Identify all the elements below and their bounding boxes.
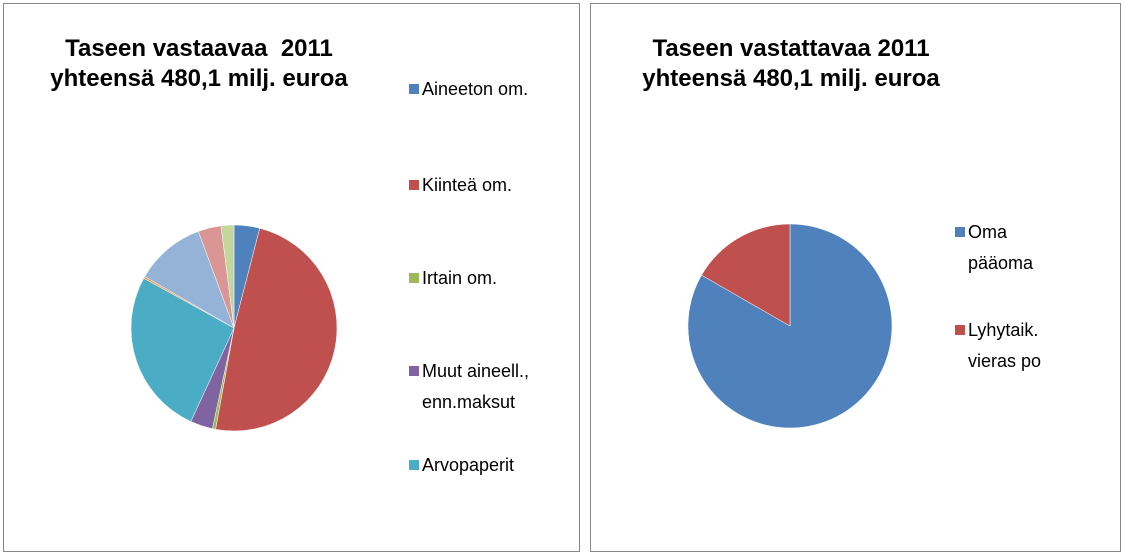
legend-label: Arvopaperit [422, 455, 515, 475]
legend-swatch [409, 273, 419, 283]
legend-item: Kiinteä om. [409, 170, 534, 201]
legend-label: Kiinteä om. [422, 175, 513, 195]
legend-swatch [955, 227, 965, 237]
legend-item: Muut aineell., enn.maksut [409, 356, 534, 418]
pie-slice [215, 227, 338, 432]
chart-panel: Taseen vastattavaa 2011 yhteensä 480,1 m… [590, 3, 1121, 552]
legend-swatch [409, 180, 419, 190]
legend-label: Lyhytaik. vieras po [968, 320, 1042, 371]
legend-label: Oma pääoma [968, 222, 1034, 273]
pie-slice [220, 224, 235, 329]
legend-item: Arvopaperit [409, 450, 534, 481]
pie-area [130, 224, 338, 432]
chart-title: Taseen vastaavaa 2011 yhteensä 480,1 mil… [50, 35, 348, 92]
pie-area [687, 223, 893, 429]
legend-label: Muut aineell., enn.maksut [422, 361, 530, 412]
pie-slice [130, 277, 235, 422]
legend-label: Irtain om. [422, 268, 498, 288]
legend-item: Aineeton om. [409, 74, 534, 105]
legend-item: Lyhytaik. vieras po [955, 315, 1058, 377]
legend-swatch [409, 460, 419, 470]
legend-swatch [955, 325, 965, 335]
legend-label: Aineeton om. [422, 79, 529, 99]
legend-item: Irtain om. [409, 263, 534, 294]
chart-panel: Taseen vastaavaa 2011 yhteensä 480,1 mil… [3, 3, 580, 552]
legend-swatch [409, 366, 419, 376]
chart-title: Taseen vastattavaa 2011 yhteensä 480,1 m… [642, 35, 940, 92]
legend-swatch [409, 84, 419, 94]
legend-item: Oma pääoma [955, 217, 1058, 279]
pie-slice [701, 223, 791, 327]
pie-slice [144, 231, 235, 329]
